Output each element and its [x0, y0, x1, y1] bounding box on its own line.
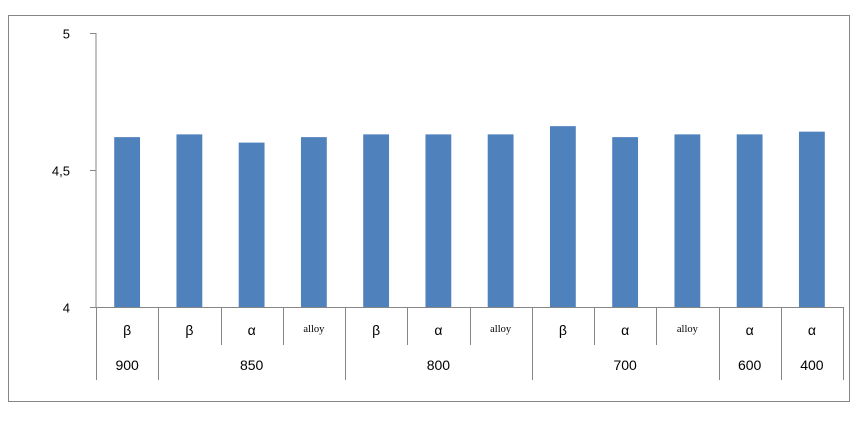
x-group-label: 800: [427, 357, 451, 373]
bar: [549, 126, 576, 307]
x-category-label: alloy: [303, 324, 325, 335]
bar: [114, 137, 141, 307]
bar: [425, 134, 452, 307]
x-group-label: 850: [240, 357, 264, 373]
bar: [674, 134, 701, 307]
x-category-label: α: [746, 322, 754, 338]
bar: [736, 134, 763, 307]
x-group-label: 700: [613, 357, 637, 373]
x-category-label: α: [434, 322, 442, 338]
x-group-label: 900: [115, 357, 139, 373]
x-group-label: 600: [738, 357, 762, 373]
y-tick-label: 5: [63, 27, 70, 42]
x-category-label: α: [621, 322, 629, 338]
x-category-label: α: [248, 322, 256, 338]
x-category-label: β: [185, 322, 193, 338]
bar: [612, 137, 639, 307]
x-category-label: β: [372, 322, 380, 338]
y-tick-label: 4: [63, 301, 70, 316]
bar: [176, 134, 203, 307]
bar: [238, 142, 265, 307]
bar: [798, 131, 825, 307]
x-category-label: β: [123, 322, 131, 338]
x-category-label: β: [559, 322, 567, 338]
bar: [487, 134, 514, 307]
x-category-label: alloy: [490, 324, 512, 335]
bar: [363, 134, 390, 307]
x-category-label: α: [808, 322, 816, 338]
x-category-label: alloy: [677, 324, 699, 335]
bar: [300, 137, 327, 307]
y-tick-label: 4,5: [52, 164, 70, 179]
x-group-label: 400: [800, 357, 824, 373]
